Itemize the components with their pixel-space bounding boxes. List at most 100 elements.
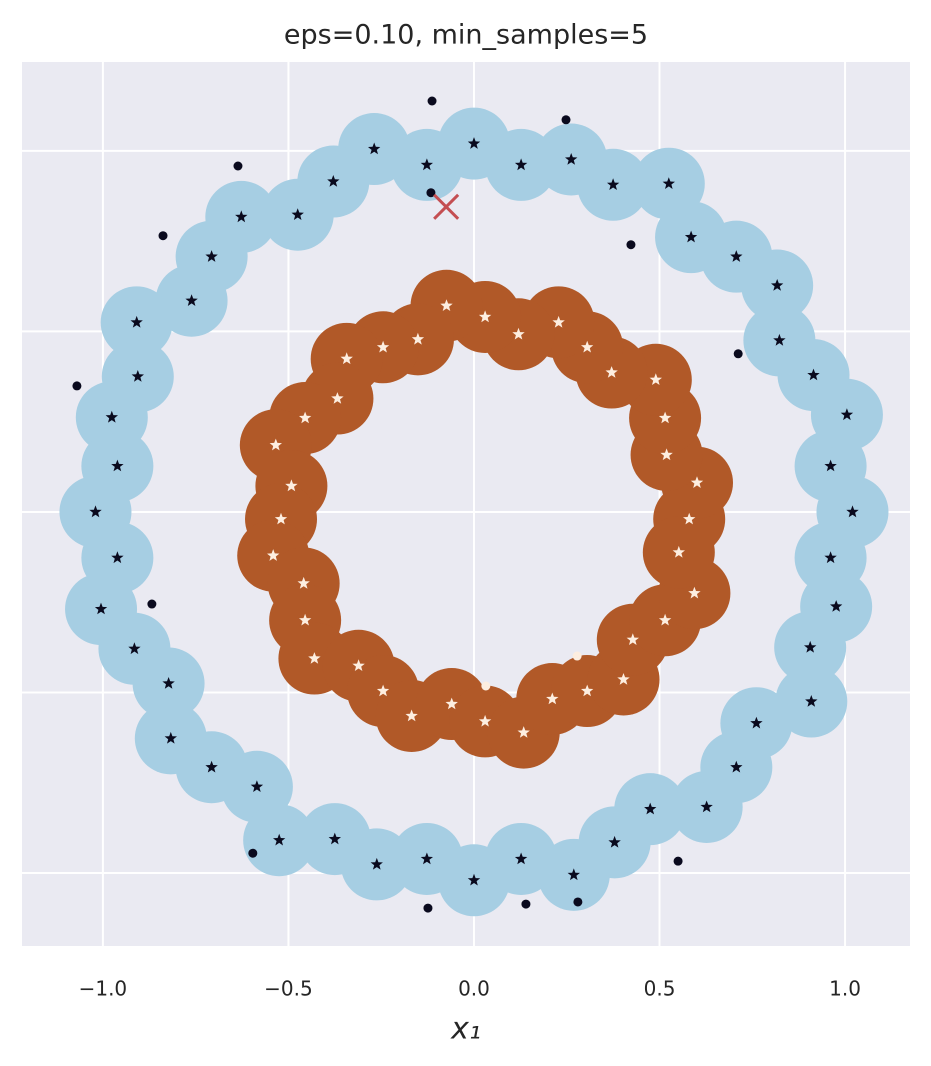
core-point: [164, 731, 177, 744]
non-core-point: [626, 240, 636, 250]
core-point: [340, 352, 353, 365]
core-point: [162, 677, 175, 689]
core-point: [299, 411, 312, 424]
core-point: [658, 613, 672, 626]
core-point: [308, 652, 321, 664]
core-point: [235, 210, 248, 223]
marks: [59, 96, 889, 917]
core-point: [750, 716, 763, 729]
core-point: [274, 512, 288, 525]
core-point: [352, 659, 365, 671]
x-tick-label: 0.0: [458, 977, 490, 1001]
core-point: [617, 673, 630, 685]
core-point: [291, 208, 304, 220]
core-point: [411, 332, 425, 345]
core-point: [730, 250, 743, 262]
core-point: [467, 137, 481, 149]
x-tick-label: −0.5: [264, 977, 313, 1001]
core-point: [285, 479, 298, 492]
core-point: [299, 613, 312, 626]
core-point: [658, 411, 672, 424]
core-point: [130, 315, 143, 328]
anomaly: [433, 193, 460, 220]
core-point: [552, 315, 565, 328]
core-point: [512, 327, 525, 340]
non-core-point: [561, 115, 571, 125]
core-point: [546, 692, 559, 705]
core-point: [467, 873, 481, 886]
core-point: [567, 868, 580, 881]
core-point: [626, 633, 639, 645]
core-point: [824, 459, 837, 472]
core-point: [581, 340, 594, 353]
core-point: [846, 505, 859, 518]
core-point: [684, 230, 698, 243]
core-point: [89, 505, 102, 518]
core-point: [730, 760, 743, 773]
core-point: [328, 832, 341, 845]
non-core-point: [673, 856, 683, 866]
core-point: [267, 549, 280, 561]
core-point: [830, 600, 843, 612]
core-point: [405, 709, 418, 722]
non-core-point: [233, 161, 243, 171]
core-point: [420, 158, 433, 171]
core-point: [111, 551, 124, 564]
core-point: [128, 642, 141, 655]
non-core-point: [426, 188, 436, 198]
core-point: [478, 310, 492, 323]
core-point: [327, 175, 340, 187]
core-point: [331, 392, 344, 404]
non-core-point: [521, 899, 531, 909]
non-core-point: [158, 231, 168, 241]
core-point: [376, 684, 390, 697]
non-core-point: [72, 381, 82, 391]
core-point: [660, 448, 673, 461]
core-point: [514, 852, 528, 865]
non-core-point: [248, 848, 258, 858]
core-point: [840, 408, 854, 421]
core-point: [185, 294, 198, 306]
core-point: [94, 602, 108, 615]
core-point: [517, 726, 530, 738]
core-point: [581, 684, 594, 697]
core-point: [111, 459, 124, 472]
x-tick-label: 1.0: [829, 977, 861, 1001]
plot-background: [22, 62, 910, 946]
non-core-point: [427, 96, 437, 106]
core-point: [514, 158, 528, 171]
core-point: [773, 333, 786, 346]
core-point: [644, 802, 657, 815]
core-point: [662, 177, 675, 189]
core-point: [273, 833, 286, 846]
core-point: [672, 545, 685, 558]
core-point: [368, 142, 381, 155]
core-point: [805, 695, 818, 707]
core-point: [370, 857, 383, 870]
core-point: [445, 697, 458, 710]
core-point: [105, 410, 118, 423]
non-core-point: [572, 651, 582, 661]
core-point: [440, 299, 453, 311]
core-point: [700, 800, 713, 813]
non-core-point: [573, 897, 583, 907]
core-point: [376, 340, 390, 353]
core-point: [205, 760, 218, 773]
core-point: [804, 640, 817, 653]
non-core-point: [481, 681, 491, 691]
non-core-point: [147, 599, 157, 609]
core-point: [690, 476, 704, 488]
core-point: [565, 153, 578, 165]
core-point: [269, 438, 282, 451]
core-point: [683, 512, 696, 525]
core-point: [807, 368, 820, 381]
labels: −1.0 −0.5 0.0 0.5 1.0: [79, 977, 861, 1001]
core-point: [771, 279, 784, 291]
chart-title: eps=0.10, min_samples=5: [284, 20, 648, 51]
core-point: [607, 178, 620, 190]
core-point: [688, 586, 701, 599]
core-point: [605, 366, 618, 378]
x-tick-label: 0.5: [644, 977, 676, 1001]
core-point: [131, 370, 144, 382]
